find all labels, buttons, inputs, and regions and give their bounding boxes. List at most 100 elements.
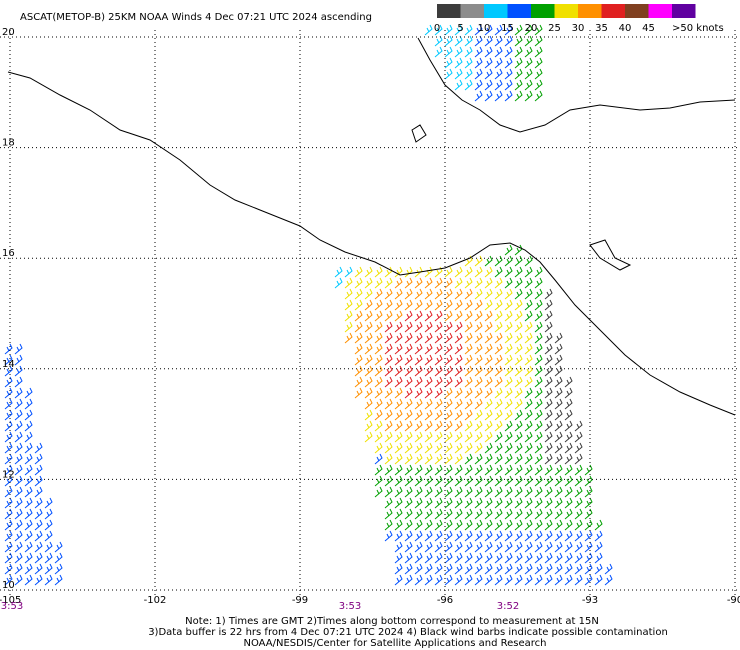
wind-barb [454,519,463,531]
wind-barb [494,442,503,454]
wind-barb [524,57,533,69]
wind-barb [34,552,43,564]
wind-barb [524,464,533,476]
wind-barb [524,343,533,355]
wind-barb [384,343,393,355]
wind-barb [564,442,573,454]
wind-barb [464,497,473,509]
wind-barb [424,519,433,531]
wind-barb [564,453,573,465]
wind-barb [544,343,553,355]
wind-barb [504,57,513,69]
wind-barb [404,453,413,465]
wind-barb [444,497,453,509]
wind-barb [484,321,493,333]
wind-barb [414,508,423,520]
wind-barb [584,497,593,509]
wind-barb [514,299,523,311]
wind-barb [494,57,503,69]
wind-barb [494,398,503,410]
lon-label: -96 [437,595,453,606]
legend-label: 10 [478,23,491,34]
wind-barb [474,255,483,267]
wind-barb [444,288,453,300]
wind-barb [414,431,423,443]
wind-barb [454,541,463,553]
wind-barb [14,574,23,586]
lat-label: 14 [2,359,15,370]
wind-barb [574,420,583,432]
legend-swatch [531,4,555,18]
wind-barb [484,57,493,69]
wind-barb [354,266,363,278]
wind-barb [454,475,463,487]
wind-barb [424,277,433,289]
wind-barb [434,574,443,586]
wind-barb [554,519,563,531]
wind-barb [394,475,403,487]
note-line: 3)Data buffer is 22 hrs from 4 Dec 07:21… [148,627,668,638]
wind-barb [384,354,393,366]
wind-barb [364,277,373,289]
wind-barb [374,387,383,399]
wind-barb [484,46,493,58]
wind-barb [544,486,553,498]
wind-barb [434,288,443,300]
wind-barb [424,288,433,300]
wind-barb [14,442,23,454]
wind-barb [24,486,33,498]
wind-barb [504,376,513,388]
wind-barb [494,343,503,355]
wind-barb [514,541,523,553]
wind-barb [544,574,553,586]
wind-barb [454,431,463,443]
wind-barb [414,475,423,487]
wind-barb [534,574,543,586]
wind-barb [394,442,403,454]
wind-barb [554,508,563,520]
wind-barb [374,299,383,311]
wind-barb [4,409,13,421]
wind-barb [554,475,563,487]
wind-barb [454,299,463,311]
legend-swatch [648,4,672,18]
wind-barb [414,574,423,586]
wind-barb [544,475,553,487]
wind-barb [494,541,503,553]
wind-barb [534,486,543,498]
wind-barb [414,464,423,476]
wind-barb [454,68,463,80]
legend-swatch [554,4,578,18]
wind-barb [464,453,473,465]
wind-barb [24,420,33,432]
wind-barb [444,277,453,289]
wind-barb [484,541,493,553]
wind-barb [574,530,583,542]
wind-barb [504,464,513,476]
wind-barb [444,321,453,333]
legend-swatch [460,4,484,18]
wind-barb [464,343,473,355]
lat-label: 12 [2,469,15,480]
wind-barb [444,563,453,575]
wind-barb [584,519,593,531]
wind-barb [524,486,533,498]
wind-barb [414,277,423,289]
wind-barb [4,420,13,432]
wind-barb [554,442,563,454]
wind-barb [584,574,593,586]
wind-barb [4,574,13,586]
wind-barb [4,343,13,355]
wind-barb [514,530,523,542]
wind-barb [4,453,13,465]
wind-barb [14,354,23,366]
wind-barb [484,563,493,575]
wind-barb [34,508,43,520]
wind-barb [444,552,453,564]
wind-barb [444,508,453,520]
lon-label: -99 [292,595,308,606]
wind-barb [474,266,483,278]
wind-barb [14,552,23,564]
wind-barb [464,35,473,47]
